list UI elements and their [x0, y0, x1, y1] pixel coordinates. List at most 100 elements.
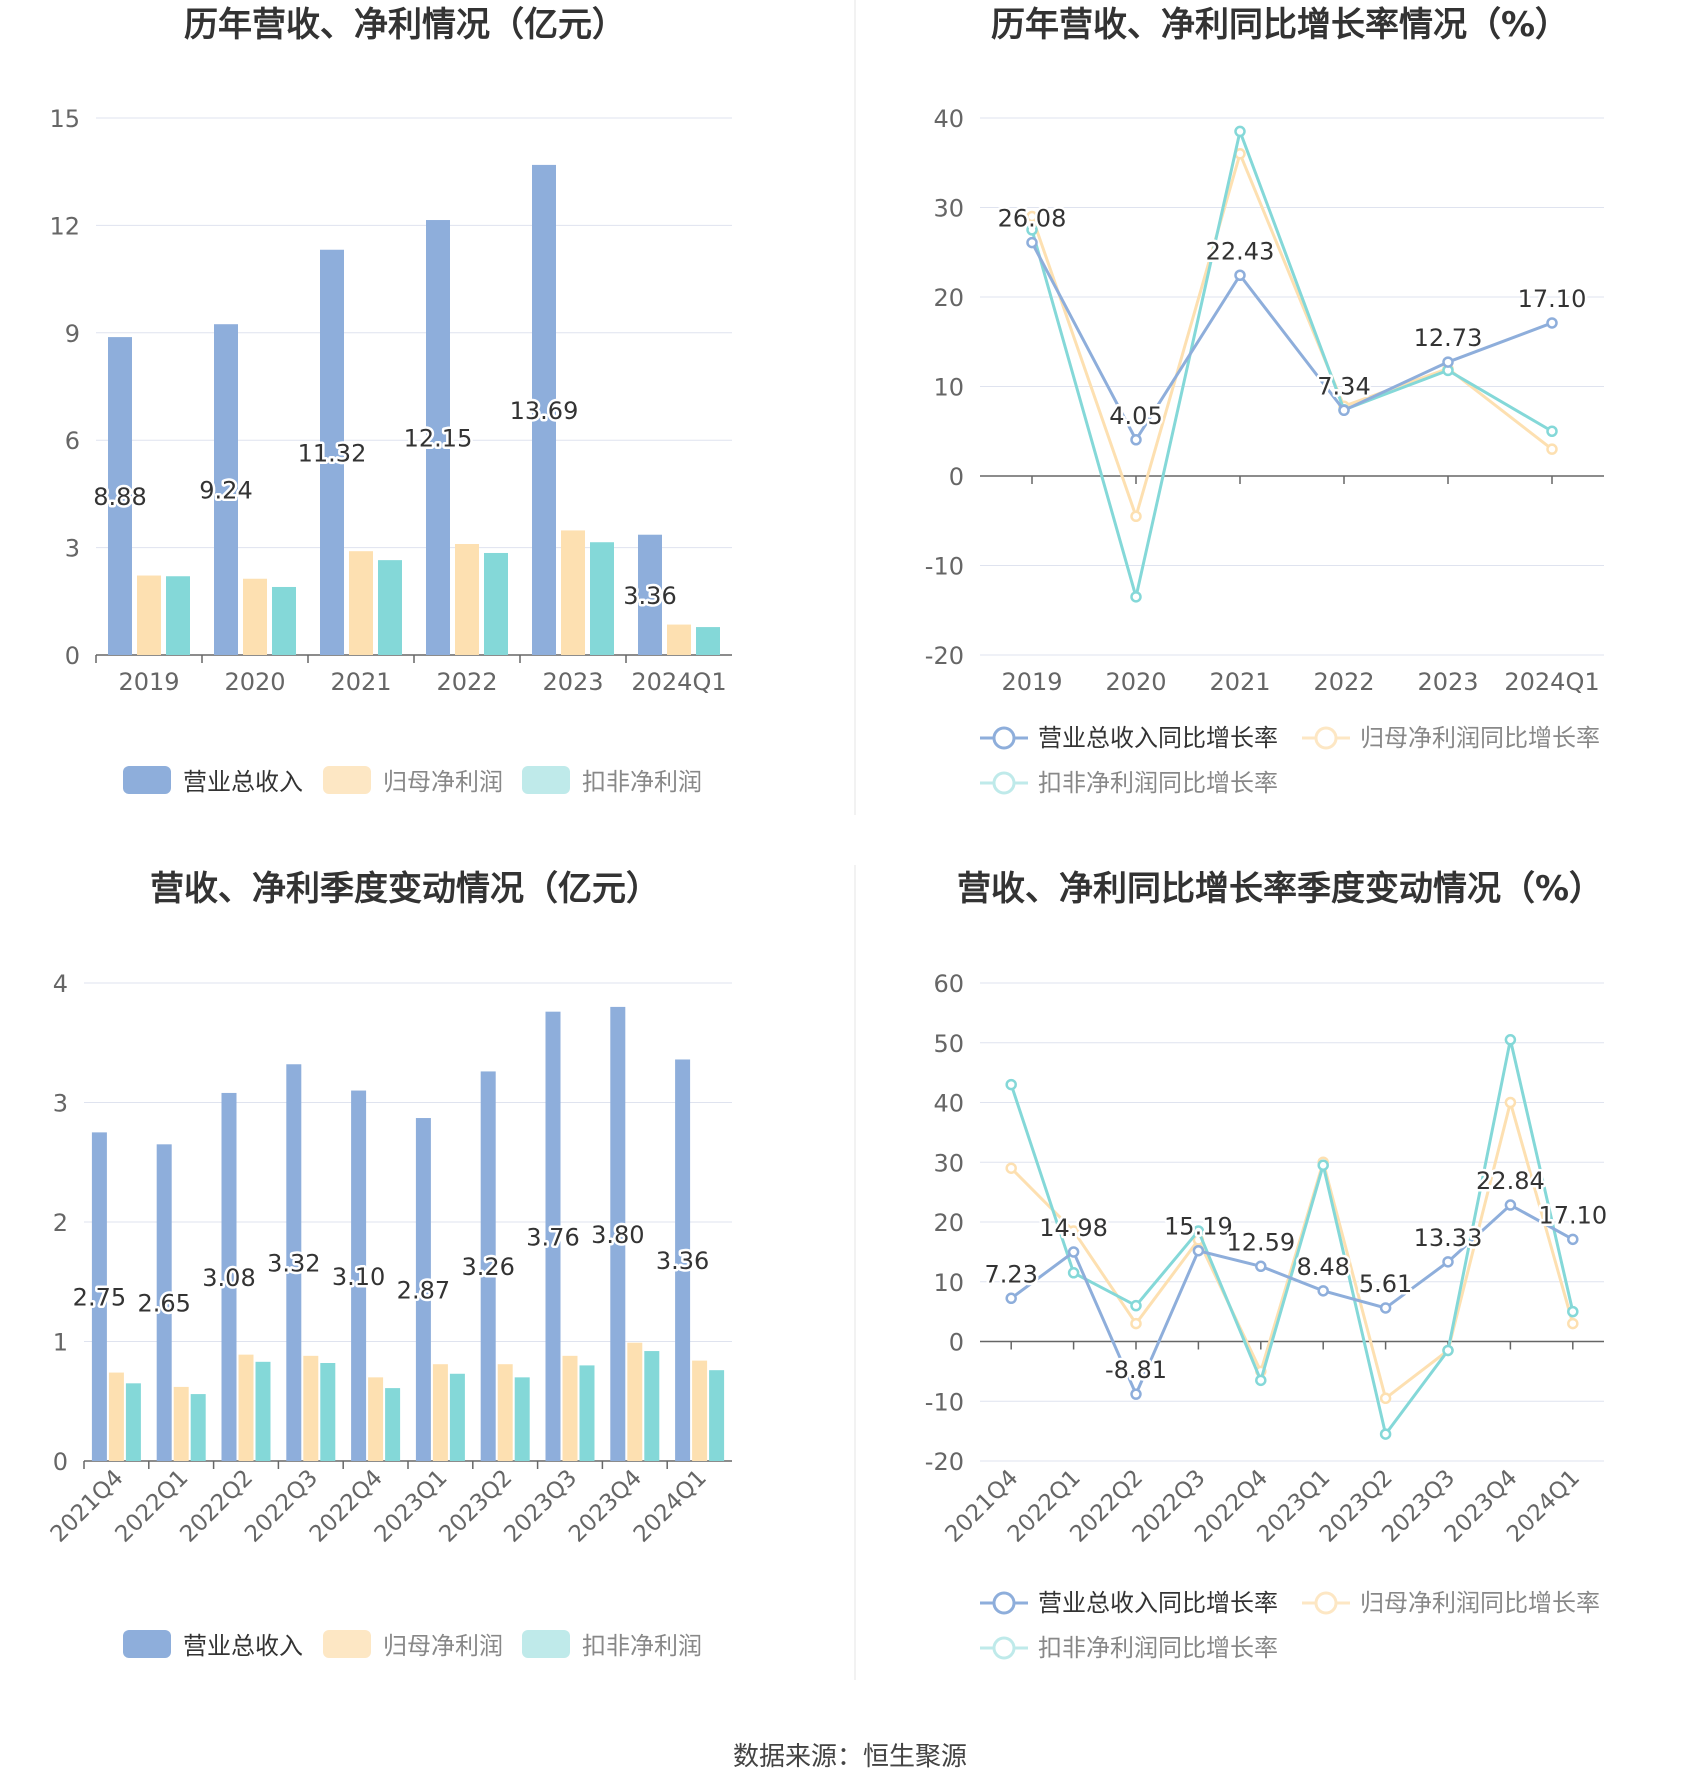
series-point-1-2022 — [1338, 404, 1350, 417]
legend-label-1: 营业总收入 — [183, 768, 303, 796]
data-label-2021Q4-halo: 2.75 — [73, 1284, 126, 1312]
legend-marker-1 — [992, 726, 1016, 750]
data-label-2023-halo: 12.73 — [1414, 324, 1483, 352]
bar-3-2023Q3 — [579, 1365, 595, 1461]
data-label-2024Q1-text: 17.10 — [1518, 285, 1587, 313]
data-label-2022Q1: 2.652.65 — [135, 1287, 193, 1320]
chart-title: 营收、净利同比增长率季度变动情况（%） — [957, 869, 1603, 909]
x-tick-label: 2020 — [224, 668, 285, 696]
y-tick-label: 12 — [49, 212, 80, 240]
chart-2: 历年营收、净利同比增长率情况（%） -20 -10 0 10 20 30 40 2019 2020… — [925, 5, 1604, 797]
bar-1-2022Q4 — [351, 1090, 367, 1461]
bar-2-2021Q4 — [108, 1372, 124, 1461]
legend-marker-3 — [992, 771, 1016, 795]
y-tick-label: 0 — [65, 642, 80, 670]
y-tick-label: 50 — [933, 1030, 964, 1058]
legend-label-2: 归母净利润同比增长率 — [1360, 1589, 1600, 1617]
legend-marker-3 — [992, 1636, 1016, 1660]
bar-1-2023 — [532, 164, 556, 655]
legend-swatch-1 — [123, 1630, 171, 1658]
legend-label-3: 扣非净利润同比增长率 — [1038, 769, 1278, 797]
data-label-2023Q2-text: 3.26 — [461, 1253, 514, 1281]
data-label-2023-halo: 13.69 — [510, 397, 579, 425]
series-point-2-2022Q1 — [1067, 1225, 1080, 1237]
data-label-2022Q4-text: 3.10 — [332, 1263, 385, 1291]
data-label-2023Q4-halo: 3.80 — [591, 1221, 644, 1249]
data-label-2022Q3-text: 3.32 — [267, 1250, 320, 1278]
series-point-3-2020 — [1130, 591, 1142, 603]
x-tick-label: 2022 — [436, 668, 497, 696]
data-label-2022-halo: 12.15 — [404, 425, 473, 453]
bar-1-2022 — [426, 220, 450, 655]
data-label-2021Q4-text: 2.75 — [73, 1284, 126, 1312]
x-tick-label: 2022 — [1313, 668, 1374, 696]
x-tick-label: 2024Q1 — [629, 1465, 712, 1548]
chart-title: 营收、净利季度变动情况（亿元） — [150, 869, 660, 909]
bar-3-2023Q2 — [514, 1377, 530, 1461]
x-tick-label: 2024Q1 — [1504, 668, 1599, 696]
y-tick-label: -20 — [925, 642, 964, 670]
data-label-2023Q2-text: 5.61 — [1359, 1270, 1412, 1298]
series-point-1-2024Q1 — [1546, 317, 1558, 329]
bar-3-2024Q1 — [709, 1370, 725, 1461]
y-tick-label: 0 — [949, 463, 964, 491]
y-tick-label: 6 — [65, 427, 80, 455]
series-point-1-2023 — [1442, 356, 1454, 368]
data-label-2023Q2: 5.615.61 — [1356, 1267, 1414, 1300]
data-label-2022Q3-text: 15.19 — [1164, 1213, 1233, 1241]
data-label-2023Q1-text: 8.48 — [1296, 1253, 1349, 1281]
series-line-1 — [1030, 241, 1553, 443]
series-point-2-2019 — [1026, 210, 1038, 223]
data-label-2020-text: 4.05 — [1109, 402, 1162, 430]
x-tick-label: 2023 — [542, 668, 603, 696]
data-source-text: 数据来源：恒生聚源 — [732, 1742, 967, 1772]
chart-4: 营收、净利同比增长率季度变动情况（%）-20-10010203040506020… — [925, 869, 1610, 1662]
chart-title: 历年营收、净利情况（亿元） — [184, 5, 626, 45]
y-tick-label: -10 — [925, 1388, 964, 1416]
y-tick-label: 4 — [53, 970, 68, 998]
y-tick-label: 10 — [933, 1269, 964, 1297]
bar-3-2021Q4 — [125, 1383, 141, 1461]
data-label-2021-halo: 22.43 — [1206, 237, 1275, 265]
bar-2-2022Q1 — [173, 1386, 189, 1461]
series-point-2-2022Q2 — [1130, 1317, 1142, 1330]
bar-2-2019 — [137, 575, 161, 655]
legend-label-2: 归母净利润同比增长率 — [1360, 724, 1600, 752]
data-label-2024Q1-halo: 17.10 — [1538, 1201, 1607, 1229]
chart-title: 历年营收、净利同比增长率情况（%） — [991, 5, 1569, 45]
series-point-1-2023Q3 — [1442, 1256, 1454, 1268]
bar-2-2023Q4 — [627, 1342, 643, 1461]
series-point-3-2021 — [1234, 125, 1246, 138]
series-point-3-2022Q2 — [1130, 1299, 1142, 1312]
series-point-1-2020 — [1130, 434, 1142, 446]
y-tick-label: 40 — [933, 1090, 964, 1118]
data-label-2019-text: 26.08 — [998, 205, 1067, 233]
data-label-2019: 8.888.88 — [91, 481, 149, 514]
bar-1-2024Q1 — [675, 1059, 691, 1461]
data-label-2023Q4-text: 22.84 — [1476, 1167, 1545, 1195]
data-label-2022Q4-text: 12.59 — [1226, 1228, 1295, 1256]
data-label-2022Q2: -8.81-8.81 — [1102, 1354, 1169, 1387]
bar-1-2022Q1 — [156, 1144, 172, 1461]
series-point-3-2022Q3 — [1192, 1225, 1205, 1237]
bar-1-2020 — [214, 324, 238, 655]
data-label-2023Q3-text: 13.33 — [1414, 1224, 1483, 1252]
bar-3-2022Q3 — [320, 1363, 336, 1461]
bar-2-2022 — [455, 544, 479, 655]
bar-2-2024Q1 — [667, 624, 691, 655]
x-tick-label: 2021 — [330, 668, 391, 696]
bar-1-2019 — [108, 337, 132, 655]
data-label-2022Q1-text: 2.65 — [137, 1290, 190, 1318]
data-label-2021-halo: 11.32 — [298, 439, 367, 467]
data-label-2023Q3-halo: 3.76 — [526, 1223, 579, 1251]
